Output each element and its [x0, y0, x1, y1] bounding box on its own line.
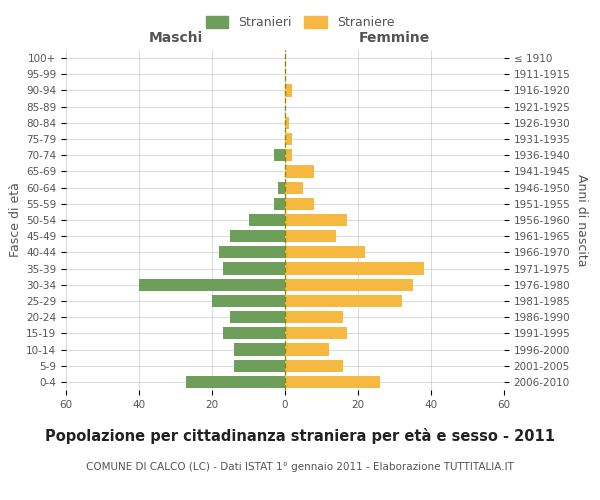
Bar: [285, 198, 314, 210]
Bar: [285, 262, 424, 274]
Bar: [187, 376, 285, 388]
Bar: [285, 230, 336, 242]
Bar: [139, 278, 285, 291]
Text: Maschi: Maschi: [148, 31, 203, 45]
Bar: [285, 311, 343, 323]
Bar: [285, 246, 365, 258]
Bar: [285, 166, 314, 177]
Bar: [223, 328, 285, 340]
Bar: [285, 214, 347, 226]
Bar: [285, 344, 329, 355]
Text: Femmine: Femmine: [359, 31, 430, 45]
Bar: [285, 84, 292, 96]
Bar: [285, 133, 292, 145]
Bar: [285, 182, 303, 194]
Bar: [285, 295, 402, 307]
Bar: [285, 360, 343, 372]
Bar: [248, 214, 285, 226]
Legend: Stranieri, Straniere: Stranieri, Straniere: [201, 11, 399, 34]
Bar: [274, 149, 285, 162]
Bar: [274, 198, 285, 210]
Bar: [212, 295, 285, 307]
Bar: [220, 246, 285, 258]
Bar: [234, 360, 285, 372]
Bar: [285, 278, 413, 291]
Bar: [230, 230, 285, 242]
Text: COMUNE DI CALCO (LC) - Dati ISTAT 1° gennaio 2011 - Elaborazione TUTTITALIA.IT: COMUNE DI CALCO (LC) - Dati ISTAT 1° gen…: [86, 462, 514, 472]
Y-axis label: Fasce di età: Fasce di età: [9, 182, 22, 258]
Bar: [285, 376, 380, 388]
Bar: [285, 328, 347, 340]
Bar: [234, 344, 285, 355]
Text: Popolazione per cittadinanza straniera per età e sesso - 2011: Popolazione per cittadinanza straniera p…: [45, 428, 555, 444]
Bar: [285, 117, 289, 129]
Bar: [285, 149, 292, 162]
Y-axis label: Anni di nascita: Anni di nascita: [575, 174, 587, 266]
Bar: [278, 182, 285, 194]
Bar: [223, 262, 285, 274]
Bar: [230, 311, 285, 323]
